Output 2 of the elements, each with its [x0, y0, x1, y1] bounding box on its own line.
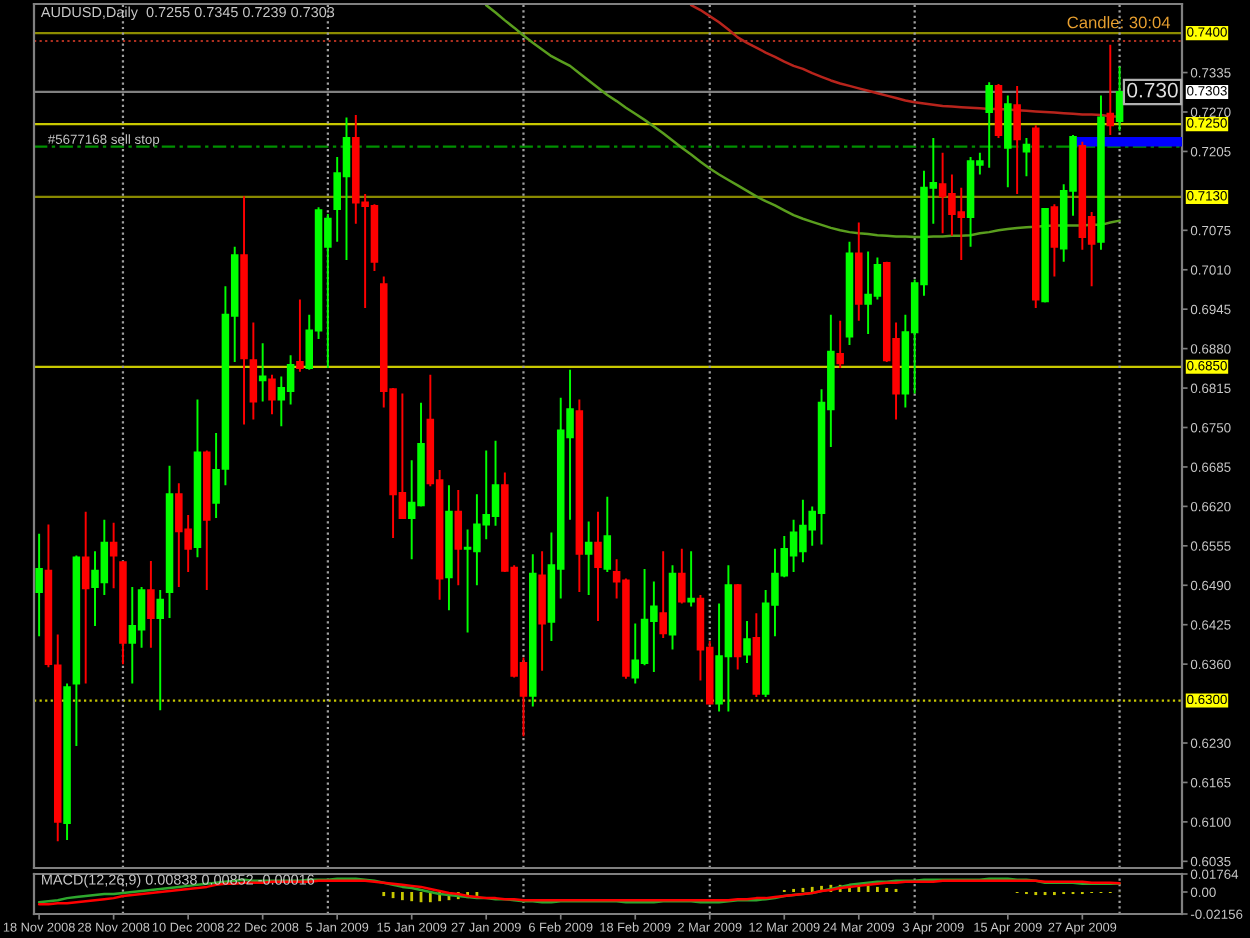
annotation: Candle: 30:04 — [1067, 16, 1171, 29]
annotation: 0.730 — [1127, 82, 1178, 98]
